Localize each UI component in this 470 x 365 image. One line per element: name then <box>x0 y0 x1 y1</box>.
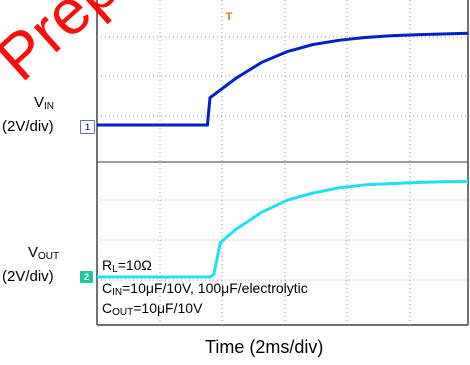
x-axis-label: Time (2ms/div) <box>205 337 324 357</box>
scale-label-vin: (2V/div) <box>2 118 54 135</box>
trigger-marker-icon: T <box>225 11 233 23</box>
series-label-vout: VOUT <box>28 244 60 262</box>
annotation-cin: CIN=10μF/10V, 100μF/electrolytic <box>102 280 308 298</box>
scale-label-vout: (2V/div) <box>2 268 54 285</box>
series-line-vout <box>97 179 469 279</box>
channel-marker-vin: 1 <box>80 120 95 134</box>
series-label-vin: VIN <box>34 94 55 112</box>
plot-grid <box>96 0 469 326</box>
annotation-cout: COUT=10μF/10V <box>102 300 203 318</box>
channel-marker-vout: 2 <box>80 271 93 283</box>
annotation-rl: RL=10Ω <box>102 257 152 275</box>
series-line-vin <box>97 31 469 127</box>
